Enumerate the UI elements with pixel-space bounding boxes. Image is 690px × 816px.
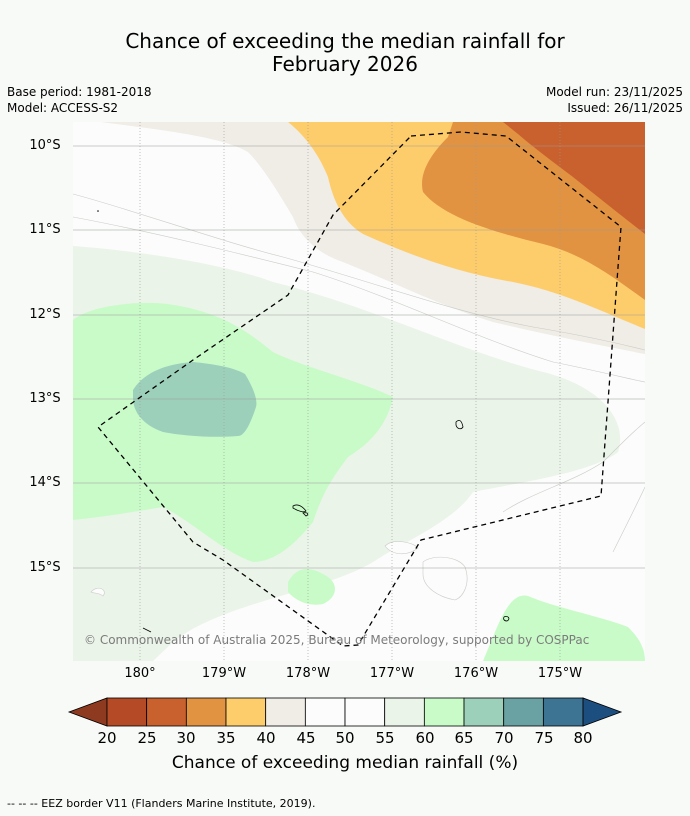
colorbar-segment (146, 697, 187, 727)
title-line-1: Chance of exceeding the median rainfall … (125, 29, 565, 53)
colorbar-segment (106, 697, 148, 727)
cb-label-35: 35 (216, 729, 236, 747)
lon-label-176w: 176°W (453, 666, 499, 681)
colorbar-title: Chance of exceeding median rainfall (%) (171, 753, 519, 773)
contour-line-1 (73, 193, 645, 351)
cb-label-70: 70 (494, 729, 514, 747)
grid (73, 122, 645, 661)
contour-line-3 (502, 421, 645, 513)
chart-title: Chance of exceeding the median rainfall … (0, 30, 690, 76)
cb-label-65: 65 (454, 729, 474, 747)
colorbar-segment (265, 697, 306, 727)
island-5 (97, 210, 99, 212)
cb-label-55: 55 (375, 729, 395, 747)
island-3 (302, 512, 309, 517)
lat-label-15s: 15°S (29, 560, 61, 575)
island-1 (455, 419, 464, 430)
model-name: Model: ACCESS-S2 (7, 101, 119, 115)
contour-line-2 (73, 216, 645, 383)
band-60-65-south-2 (483, 595, 645, 661)
colorbar-segment (344, 697, 386, 727)
island-6 (142, 627, 152, 633)
colorbar-segment (542, 697, 584, 727)
lon-label-178w: 178°W (285, 666, 331, 681)
cb-label-40: 40 (256, 729, 276, 747)
colorbar-segment (185, 697, 227, 727)
model-run: Model run: 23/11/2025 (545, 85, 683, 99)
colorbar-segment (503, 697, 544, 727)
colorbar-segment (225, 697, 267, 727)
colorbar-segment (304, 697, 346, 727)
band-60-65-south-1 (288, 568, 335, 605)
issued-date: Issued: 26/11/2025 (567, 101, 683, 115)
colorbar-arrow-high (582, 697, 623, 727)
lon-label-175w: 175°W (537, 666, 583, 681)
title-line-2: February 2026 (272, 52, 418, 76)
cb-label-50: 50 (335, 729, 355, 747)
copyright-notice: © Commonwealth of Australia 2025, Bureau… (84, 633, 590, 647)
colorbar-segment (384, 697, 425, 727)
eez-border (97, 131, 622, 647)
colorbar-arrow-low (67, 697, 108, 727)
lat-label-10s: 10°S (29, 138, 61, 153)
band-65-70 (133, 362, 257, 437)
colorbar-segment (463, 697, 505, 727)
cb-label-75: 75 (534, 729, 554, 747)
lat-label-13s: 13°S (29, 391, 61, 406)
lat-label-11s: 11°S (29, 222, 61, 237)
cb-label-80: 80 (573, 729, 593, 747)
rainfall-map (73, 122, 645, 661)
white-patch-1 (384, 541, 419, 555)
lon-label-179w: 179°W (201, 666, 247, 681)
contour-line-4 (612, 486, 645, 553)
island-2 (292, 504, 307, 513)
cb-label-20: 20 (97, 729, 117, 747)
meta-left: Base period: 1981-2018 Model: ACCESS-S2 (7, 84, 152, 116)
cb-label-60: 60 (415, 729, 435, 747)
meta-right: Model run: 23/11/2025 Issued: 26/11/2025 (546, 84, 683, 116)
band-30-35 (503, 122, 645, 234)
lat-label-14s: 14°S (29, 475, 61, 490)
eez-legend-note: -- -- -- EEZ border V11 (Flanders Marine… (7, 797, 316, 810)
island-4 (503, 616, 510, 622)
cb-label-25: 25 (137, 729, 157, 747)
cb-label-45: 45 (296, 729, 316, 747)
colorbar-segment (423, 697, 465, 727)
colorbar (67, 697, 623, 727)
cb-label-30: 30 (176, 729, 196, 747)
lon-label-180: 180° (124, 666, 156, 681)
lat-label-12s: 12°S (29, 307, 61, 322)
lon-label-177w: 177°W (369, 666, 415, 681)
white-patch-3 (90, 587, 105, 597)
base-period: Base period: 1981-2018 (7, 85, 152, 99)
